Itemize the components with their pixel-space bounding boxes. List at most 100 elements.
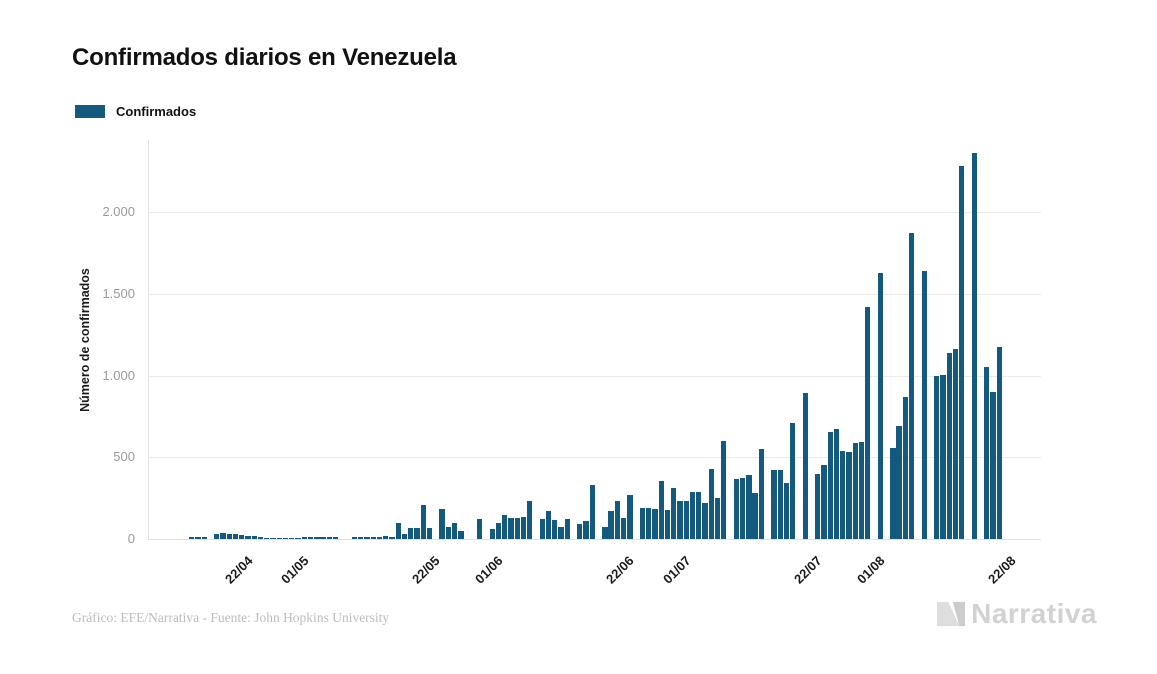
bar [627,494,633,539]
bar [858,441,865,539]
bar [946,352,952,539]
bar [909,233,915,539]
bar [840,450,846,539]
bar [426,527,433,539]
bar [621,517,627,539]
bar [984,367,990,539]
bar [270,537,276,539]
x-tick-label: 01/08 [853,553,888,587]
narrativa-logo-text: Narrativa [971,598,1097,629]
bar [790,422,796,539]
bar [583,521,589,539]
bar [257,536,264,539]
bar [282,537,289,539]
bar [558,526,564,539]
bar [777,469,783,539]
bar [683,501,689,539]
y-tick-label: 1.000 [102,367,135,383]
narrativa-logo: Narrativa [935,598,1097,630]
bar [289,537,295,539]
bar [477,519,483,539]
bar [383,535,389,539]
bar [333,537,339,539]
bar [702,503,708,539]
bar [226,533,232,539]
bar [721,440,727,539]
bar [696,492,702,539]
bar [577,524,583,539]
bar [439,508,445,539]
bar [514,517,520,539]
bar [589,485,595,539]
bar [846,452,852,539]
bar [602,526,608,539]
bar [545,511,552,539]
bar [552,520,558,539]
bar [251,536,257,539]
bar [195,537,201,539]
y-tick-label: 500 [113,449,135,465]
bar [733,478,739,539]
y-tick-label: 1.500 [102,285,135,301]
bar [833,429,840,539]
bar [326,537,333,539]
bar [489,529,495,539]
bar [952,348,959,539]
legend-swatch-icon [75,105,105,118]
gridline [148,375,1041,377]
bar [445,526,451,539]
gridline [148,539,1041,540]
bar [990,391,996,539]
bar [414,527,420,539]
bar [351,537,358,539]
bar [395,523,401,539]
bar [827,431,833,539]
x-tick-label: 01/06 [471,553,506,587]
bar [264,537,270,539]
bar [771,469,777,539]
bar [401,534,408,539]
bar [852,443,858,539]
bar [752,493,758,539]
bar [902,396,909,539]
bar [783,482,790,539]
x-tick-label: 22/05 [409,553,443,587]
x-tick-label: 22/06 [603,553,637,587]
bar [232,534,239,539]
bar [802,393,808,539]
bar [639,507,646,539]
gridline [148,212,1041,213]
bar [276,537,282,539]
bar [408,527,414,539]
bar [714,498,721,539]
bar [921,270,927,539]
legend-label: Confirmados [116,104,197,119]
bar [996,346,1002,539]
bar [652,508,658,539]
narrativa-logo-icon [937,601,966,627]
bar [689,492,696,539]
bar [708,468,714,539]
bar [189,537,195,539]
legend[interactable]: Confirmados [75,104,196,119]
x-tick-label: 01/07 [659,553,694,587]
bar [358,537,364,539]
bar [664,510,671,539]
bar [201,537,207,539]
bar [739,477,746,539]
x-tick-label: 01/05 [277,553,312,587]
bar [815,474,821,539]
y-axis-line [148,140,149,539]
bar [646,507,652,539]
bar [934,376,940,539]
x-tick-label: 22/04 [221,553,256,587]
y-tick-label: 0 [127,531,135,546]
bar [451,522,458,539]
bar [564,519,570,539]
x-tick-label: 22/07 [791,553,825,587]
bar [389,536,395,539]
bar [614,501,621,539]
bar [239,534,245,539]
bar [214,534,220,539]
